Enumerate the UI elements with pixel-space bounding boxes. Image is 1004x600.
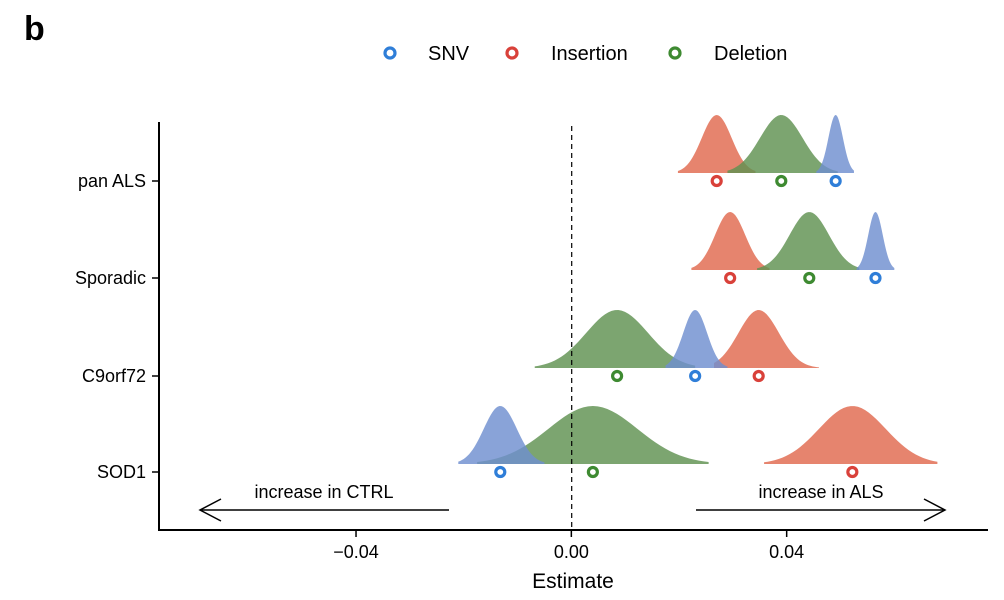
point-deletion-c9orf72	[610, 369, 624, 383]
ridge-snv-c9orf72	[665, 310, 728, 368]
point-snv-sporadic	[869, 271, 882, 285]
y-tick-label-sod1: SOD1	[97, 462, 146, 482]
point-insertion-c9orf72	[752, 369, 765, 383]
legend-label-snv: SNV	[428, 43, 470, 65]
point-insertion-sporadic	[724, 271, 737, 285]
legend-swatch-insertion	[505, 46, 519, 60]
y-tick-label-pan-als: pan ALS	[78, 171, 146, 191]
ridge-insertion-c9orf72	[714, 310, 819, 368]
x-tick-label-1: 0.00	[554, 542, 589, 562]
ridges	[458, 115, 938, 464]
ridge-insertion-pan-als	[677, 115, 756, 173]
point-insertion-pan-als	[710, 174, 723, 188]
point-deletion-sporadic	[803, 271, 816, 285]
point-deletion-sod1	[586, 465, 599, 479]
point-snv-pan-als	[829, 174, 842, 188]
arrow-left-head	[198, 498, 222, 522]
ridge-deletion-c9orf72	[534, 310, 696, 368]
y-tick-label-sporadic: Sporadic	[75, 268, 146, 288]
legend: SNV Insertion Deletion	[383, 43, 787, 65]
direction-annotations: increase in CTRL increase in ALS	[198, 482, 947, 522]
legend-label-insertion: Insertion	[551, 43, 628, 65]
annotation-increase-als: increase in ALS	[758, 482, 883, 502]
ridge-snv-pan-als	[816, 115, 854, 173]
point-snv-sod1	[494, 465, 507, 479]
arrow-right-head	[923, 498, 947, 522]
ridge-insertion-sod1	[764, 406, 938, 464]
x-tick-label-2: 0.04	[769, 542, 804, 562]
ridge-deletion-pan-als	[727, 115, 838, 173]
ridge-deletion-sporadic	[757, 212, 860, 270]
annotation-increase-ctrl: increase in CTRL	[254, 482, 393, 502]
ridge-deletion-sod1	[477, 406, 709, 464]
legend-swatch-snv	[383, 46, 397, 60]
legend-label-deletion: Deletion	[714, 43, 787, 65]
ridge-snv-sod1	[458, 406, 545, 464]
legend-swatch-deletion	[668, 46, 682, 60]
estimate-points	[494, 174, 882, 479]
y-axis-ticks: pan ALS Sporadic C9orf72 SOD1	[75, 171, 159, 482]
x-axis-ticks: −0.04 0.00 0.04	[333, 530, 804, 562]
x-tick-label-0: −0.04	[333, 542, 379, 562]
point-snv-c9orf72	[689, 369, 702, 383]
ridge-insertion-sporadic	[691, 212, 770, 270]
ridge-snv-sporadic	[856, 212, 895, 270]
x-axis-title: Estimate	[532, 570, 614, 593]
panel-letter: b	[24, 10, 45, 48]
point-deletion-pan-als	[775, 174, 788, 188]
y-tick-label-c9orf72: C9orf72	[82, 366, 146, 386]
point-insertion-sod1	[846, 465, 859, 479]
